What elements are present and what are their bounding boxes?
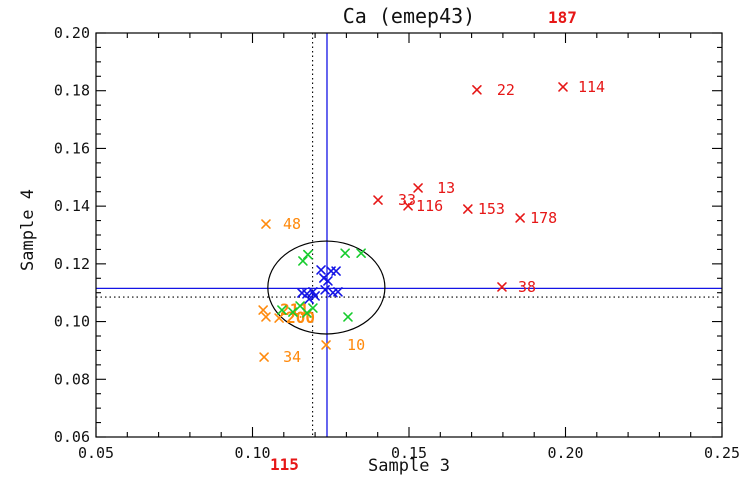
data-point-marker [321,340,331,350]
data-point-marker [403,201,413,211]
data-point-marker [463,204,473,214]
y-tick-label: 0.18 [54,82,90,100]
data-point-label: 22 [497,81,515,99]
data-point-marker [259,352,269,362]
x-tick-label: 0.20 [547,444,583,462]
data-point-label: 13 [437,179,455,197]
data-point-label: 114 [578,78,605,96]
x-axis-label: Sample 3 [368,456,450,476]
data-point-marker [274,313,284,323]
data-point-marker [310,291,320,301]
data-point-marker [373,195,383,205]
data-point-marker [323,276,333,286]
data-point-marker [258,305,268,315]
data-point-label: 153 [478,200,505,218]
x-tick-label: 0.15 [391,444,427,462]
data-point-marker [308,303,318,313]
data-point-label: 116 [416,197,443,215]
data-point-label: 33 [398,191,416,209]
y-tick-label: 0.08 [54,370,90,388]
data-point-marker [356,248,366,258]
y-tick-label: 0.14 [54,197,90,215]
data-point-marker [333,287,343,297]
data-point-marker [343,312,353,322]
data-point-marker [515,213,525,223]
data-point-marker [298,256,308,266]
data-point-marker [340,248,350,258]
data-point-label: 34 [283,348,301,366]
x-tick-label: 0.10 [234,444,270,462]
data-point-marker [497,282,507,292]
data-point-marker [331,266,341,276]
data-point-marker [558,82,568,92]
y-tick-label: 0.20 [54,24,90,42]
data-point-marker [261,312,271,322]
y-tick-label: 0.16 [54,139,90,157]
x-tick-label: 0.25 [704,444,740,462]
y-tick-label: 0.06 [54,428,90,446]
data-point-marker [288,307,298,317]
chart-title: Ca (emep43) [342,4,476,28]
data-point-marker [316,265,326,275]
x-tick-label: 0.05 [78,444,114,462]
data-point-label: 38 [518,278,536,296]
axis-box [95,32,723,438]
data-point-marker [472,85,482,95]
data-point-label: 10 [347,336,365,354]
data-point-marker [303,249,313,260]
y-tick-label: 0.12 [54,255,90,273]
y-tick-label: 0.10 [54,313,90,331]
data-point-marker [319,273,329,283]
data-point-marker [261,219,271,229]
data-point-label: 48 [283,215,301,233]
y-axis-label: Sample 4 [18,189,38,271]
clipped-point-label: 187 [548,8,577,27]
cluster-ellipse [267,240,386,335]
data-point-marker [304,294,314,304]
data-point-marker [277,305,287,315]
data-point-marker [302,289,312,299]
data-point-marker [320,285,330,295]
clipped-point-label: 115 [270,455,299,474]
data-point-marker [413,183,423,193]
data-point-label: 178 [530,209,557,227]
